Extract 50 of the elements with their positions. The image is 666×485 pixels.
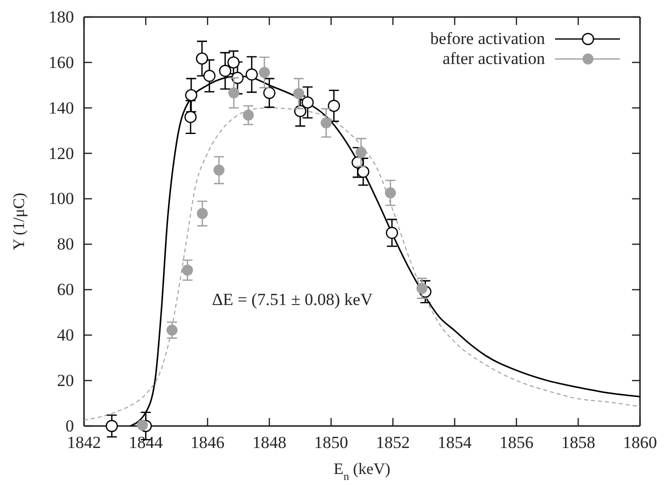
legend-label: after activation [442, 49, 546, 68]
x-tick-label: 1854 [438, 433, 472, 452]
legend-label: before activation [430, 29, 546, 48]
y-tick-label: 60 [57, 280, 74, 300]
point [213, 164, 224, 176]
x-tick-label: 1848 [252, 433, 286, 452]
y-tick-label: 100 [48, 189, 74, 208]
point [293, 88, 304, 100]
y-tick-label: 120 [48, 144, 74, 163]
y-tick-label: 180 [48, 7, 74, 26]
point [136, 420, 148, 431]
x-tick-label: 1852 [376, 433, 410, 452]
point [106, 420, 118, 432]
y-tick-label: 20 [57, 370, 74, 390]
point [203, 70, 216, 82]
x-axis-title: E$_{n}$ (keV) [334, 461, 390, 483]
point [182, 264, 193, 276]
y-tick-label: 80 [57, 234, 74, 254]
point [320, 117, 332, 128]
x-tick-label: 1846 [190, 433, 225, 452]
x-tick-label: 1842 [67, 433, 101, 452]
point [386, 226, 398, 239]
x-tick-label: 1856 [499, 433, 534, 452]
point [196, 52, 208, 65]
point [196, 208, 208, 220]
y-tick-label: 140 [48, 98, 74, 118]
x-tick-label: 1858 [561, 433, 596, 452]
point [328, 100, 340, 112]
point [242, 110, 254, 121]
point [185, 89, 198, 102]
point [258, 66, 270, 78]
point [246, 68, 258, 81]
point [416, 282, 428, 294]
point [227, 56, 240, 69]
point [263, 86, 276, 99]
point [357, 166, 370, 178]
y-axis-title: Y (1/μC) [11, 192, 28, 250]
x-tick-label: 1860 [623, 433, 657, 452]
annotation: ΔE = (7.51 ± 0.08) keV [212, 290, 374, 309]
point [228, 87, 240, 98]
point [184, 110, 197, 124]
point [302, 96, 314, 109]
y-tick-label: 160 [48, 52, 74, 72]
x-tick-label: 1850 [314, 433, 348, 452]
point [384, 187, 396, 198]
y-tick-label: 0 [66, 416, 74, 436]
point [219, 64, 232, 77]
point [356, 146, 367, 158]
y-tick-label: 40 [57, 326, 74, 345]
x-tick-label: 1844 [128, 433, 164, 452]
